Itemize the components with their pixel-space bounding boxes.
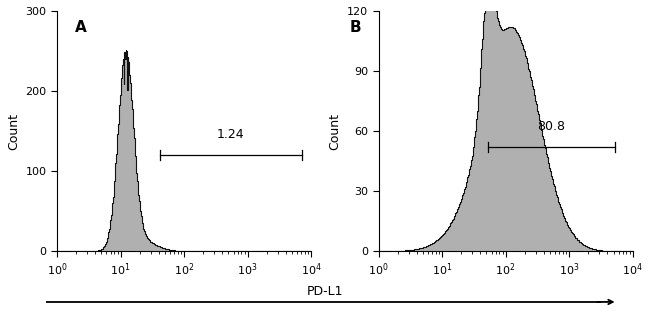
Text: PD-L1: PD-L1	[307, 285, 343, 298]
Text: A: A	[75, 20, 86, 35]
Y-axis label: Count: Count	[7, 113, 20, 150]
Text: B: B	[350, 20, 361, 35]
Polygon shape	[378, 0, 632, 251]
Text: 80.8: 80.8	[538, 120, 566, 133]
Polygon shape	[57, 50, 311, 251]
Y-axis label: Count: Count	[328, 113, 341, 150]
Text: 1.24: 1.24	[217, 128, 244, 141]
